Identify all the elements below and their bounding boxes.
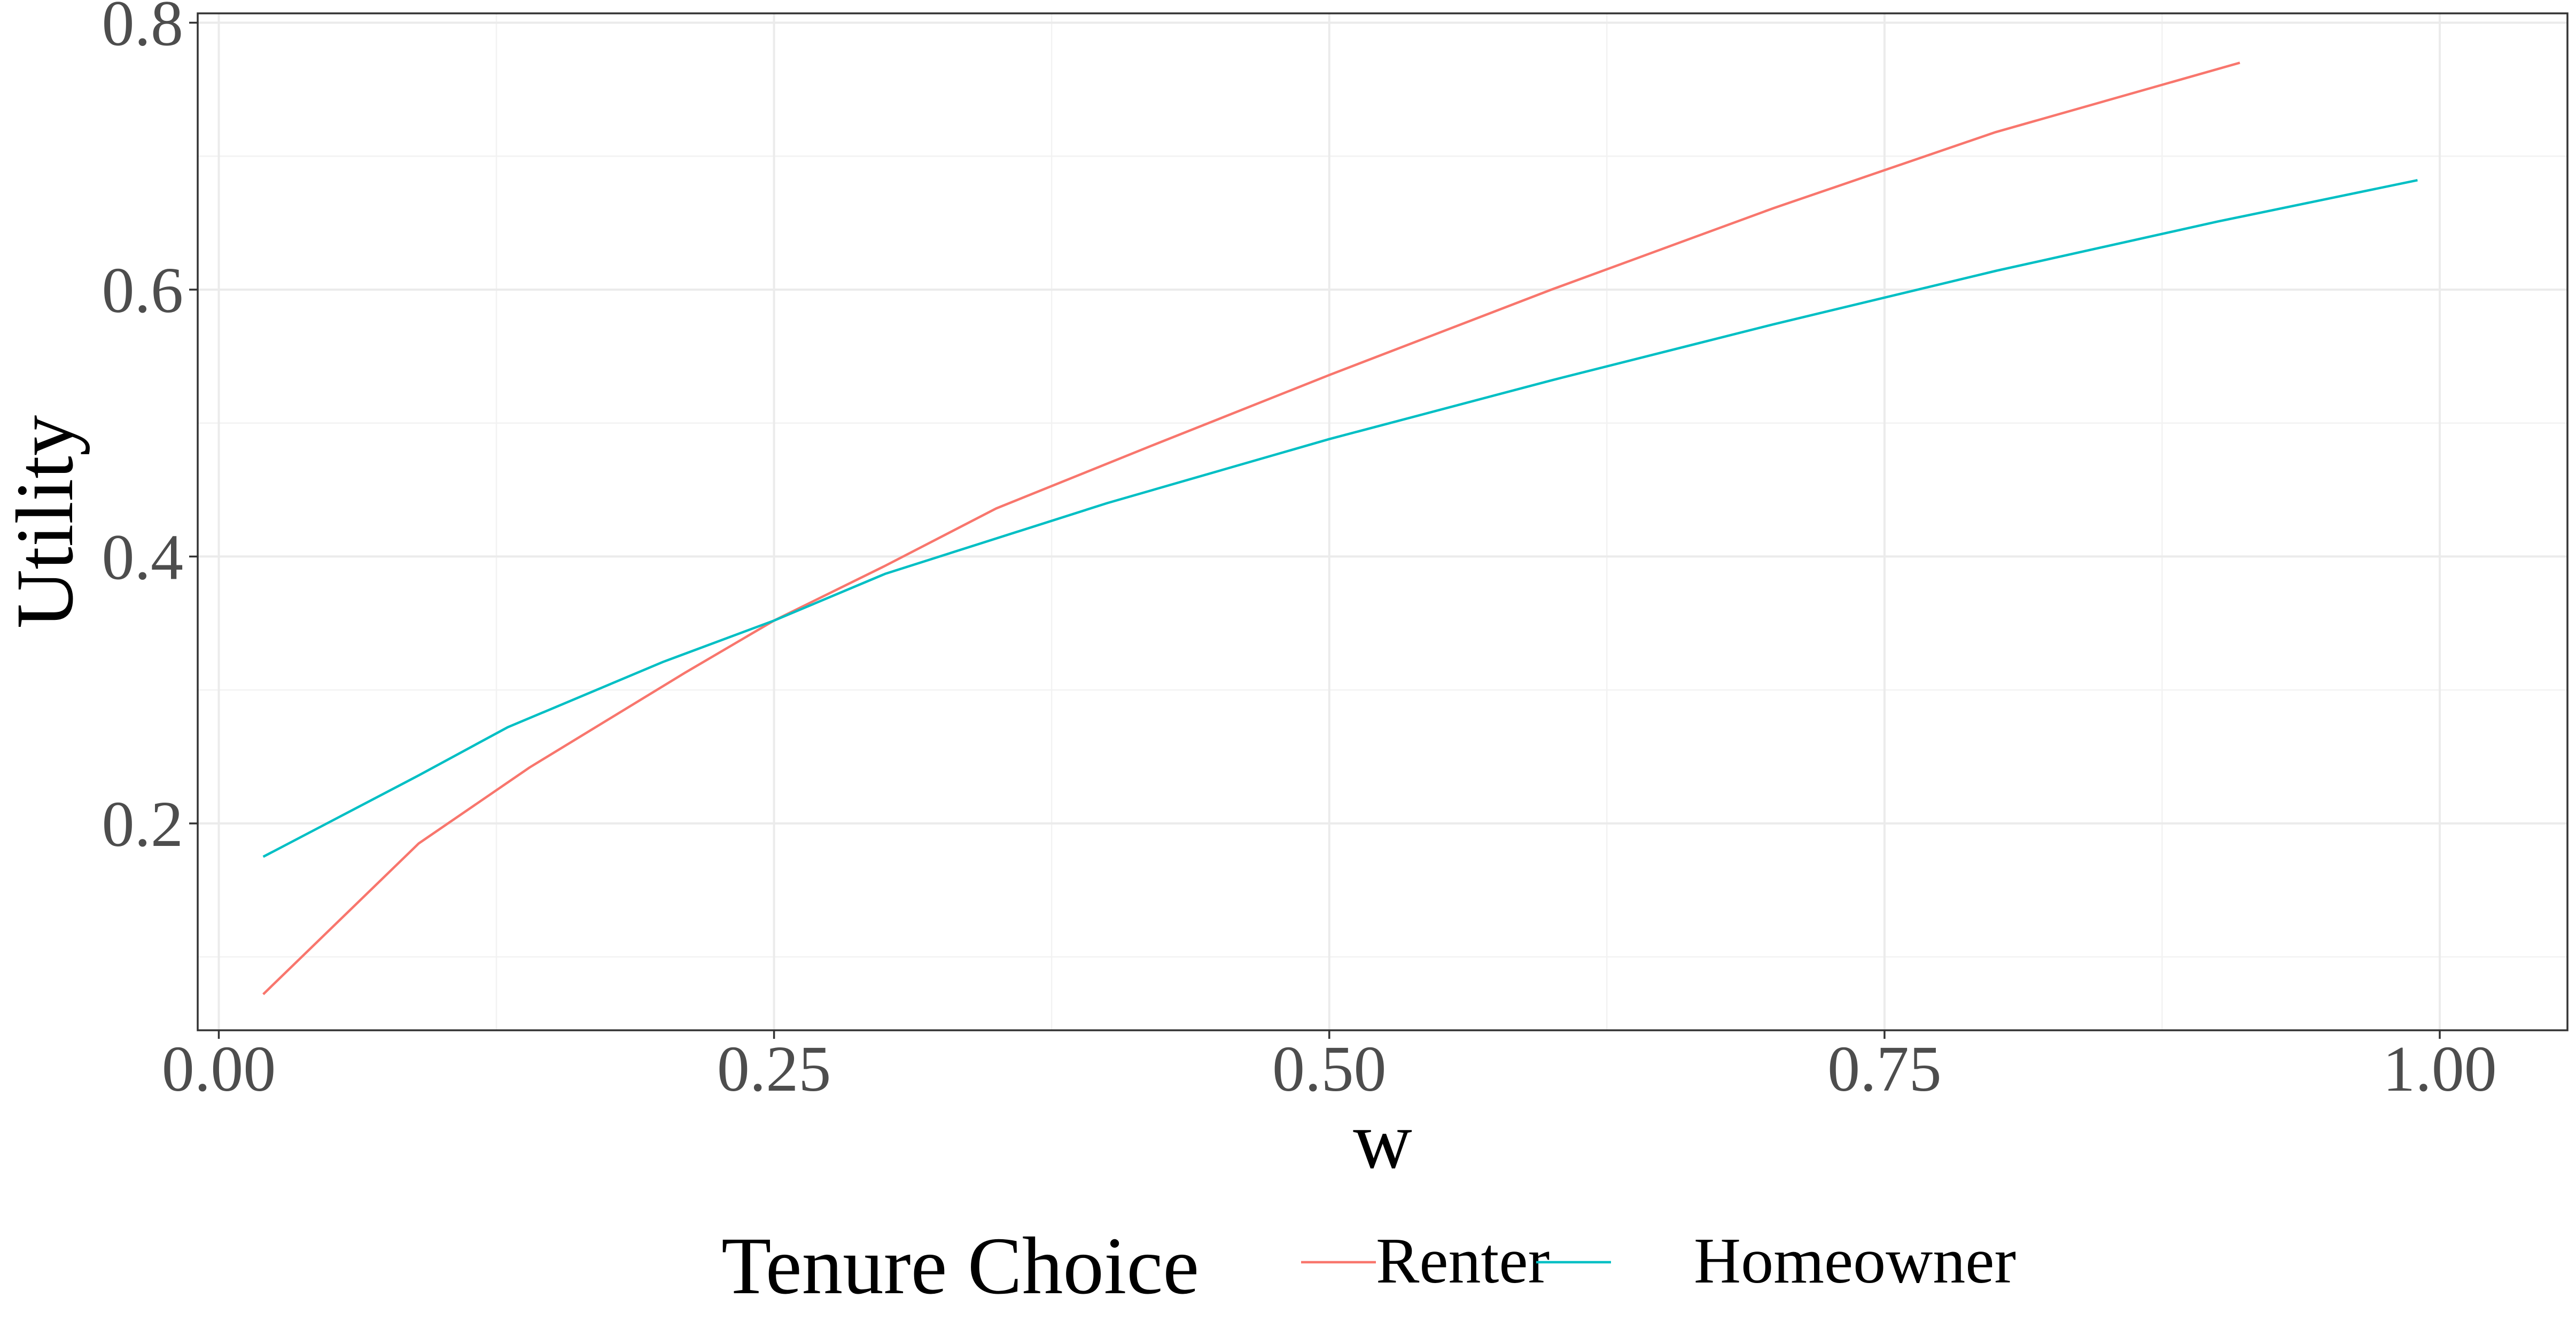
series-line-renter — [262, 61, 2240, 996]
legend-label-homeowner: Homeowner — [1694, 1225, 2016, 1297]
legend-items: Renter Homeowner — [1301, 1225, 2016, 1297]
series-layer — [262, 61, 2418, 996]
x-tick-label: 0.25 — [717, 1033, 831, 1105]
grid — [198, 13, 2567, 1030]
axis-ticks — [189, 21, 2441, 1039]
y-tick-label: 0.2 — [102, 788, 184, 860]
x-tick-label: 0.00 — [162, 1033, 276, 1105]
legend-label-renter: Renter — [1376, 1225, 1550, 1297]
legend-title: Tenure Choice — [721, 1221, 1199, 1311]
x-tick-label: 0.50 — [1272, 1033, 1387, 1105]
y-axis-title: Utility — [0, 415, 90, 629]
y-tick-label: 0.8 — [102, 0, 184, 59]
x-axis-title: w — [1353, 1095, 1412, 1186]
tick-labels: 0.00 0.25 0.50 0.75 1.00 0.2 0.4 0.6 0.8 — [102, 0, 2497, 1105]
plot-panel-border — [197, 12, 2569, 1031]
legend: Tenure Choice Renter Homeowner — [721, 1221, 2016, 1311]
x-tick-label: 0.75 — [1827, 1033, 1942, 1105]
x-tick-label: 1.00 — [2383, 1033, 2497, 1105]
series-line-homeowner — [262, 178, 2418, 858]
y-tick-label: 0.4 — [102, 521, 184, 593]
y-tick-label: 0.6 — [102, 254, 184, 327]
